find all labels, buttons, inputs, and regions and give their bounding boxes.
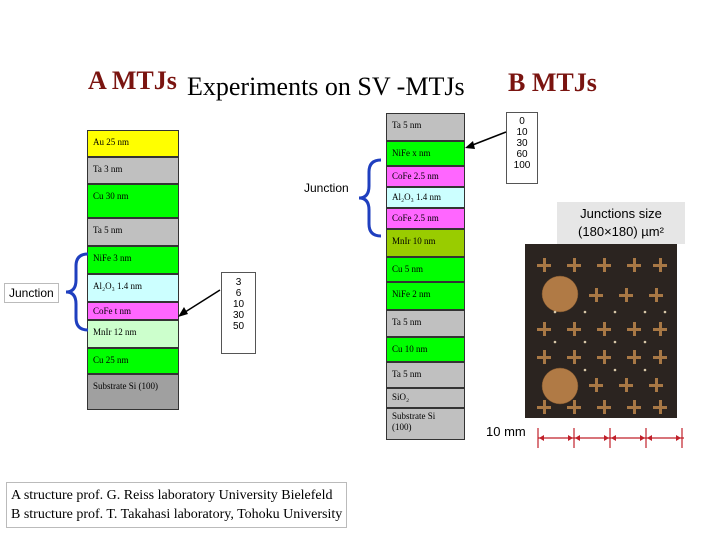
- arrow-b: [465, 131, 507, 149]
- junction-label-a: Junction: [4, 283, 59, 303]
- layer-a-ta2: Ta 5 nm: [87, 218, 179, 246]
- layer-a-cu2: Cu 25 nm: [87, 348, 179, 374]
- a-mtjs-label: A MTJs: [88, 66, 177, 95]
- thickness-value: 30: [232, 310, 245, 321]
- layer-b-cofe2: CoFe 2.5 nm: [386, 208, 465, 229]
- caption-box: A structure prof. G. Reiss laboratory Un…: [6, 482, 348, 528]
- caption-line-b: B structure prof. T. Takahasi laboratory…: [11, 507, 343, 522]
- layer-a-cu1: Cu 30 nm: [87, 184, 179, 218]
- page-title: Experiments on SV -MTJs: [187, 72, 465, 101]
- thickness-value: 100: [513, 160, 531, 171]
- layer-b-nife2: NiFe 2 nm: [386, 282, 465, 310]
- layer-b-nife: NiFe x nm: [386, 141, 465, 166]
- scale-label: 10 mm: [486, 424, 526, 439]
- layer-a-substrate: Substrate Si (100): [87, 374, 179, 410]
- layer-b-mnir: MnIr 10 nm: [386, 229, 465, 257]
- junction-size-line2: (180×180) µm²: [578, 224, 664, 239]
- junction-brace-b: [358, 158, 382, 238]
- scale-bar-arrows: [537, 428, 684, 448]
- thickness-value: 3: [235, 277, 242, 288]
- layer-b-cu2: Cu 10 nm: [386, 337, 465, 362]
- layer-b-ta3: Ta 5 nm: [386, 362, 465, 388]
- layer-a-mnir: MnIr 12 nm: [87, 320, 179, 348]
- b-mtjs-label: B MTJs: [508, 68, 597, 97]
- thickness-value: 30: [516, 138, 528, 149]
- arrow-a: [178, 289, 221, 317]
- thickness-value: 0: [519, 116, 525, 127]
- layer-b-ta1: Ta 5 nm: [386, 113, 465, 141]
- thickness-value: 50: [232, 321, 245, 332]
- layer-b-al2o3: Al₂O₃ 1.4 nm: [386, 187, 465, 208]
- thickness-value: 10: [232, 299, 245, 310]
- layer-b-sio2: SiO₂: [386, 388, 465, 408]
- layer-a-au: Au 25 nm: [87, 130, 179, 157]
- thickness-value: 6: [235, 288, 242, 299]
- caption-line-a: A structure prof. G. Reiss laboratory Un…: [11, 488, 333, 503]
- junction-label-b: Junction: [300, 179, 353, 197]
- layer-a-al2o3: Al₂O₃ 1.4 nm: [87, 274, 179, 302]
- junction-size-label: Junctions size (180×180) µm²: [557, 202, 685, 244]
- layer-a-cofe: CoFe t nm: [87, 302, 179, 320]
- sample-photo: [525, 244, 677, 418]
- junction-brace-a: [65, 252, 89, 332]
- thickness-value: 10: [516, 127, 528, 138]
- layer-b-ta2: Ta 5 nm: [386, 310, 465, 337]
- layer-a-ta1: Ta 3 nm: [87, 157, 179, 184]
- nife-thickness-values-b: 0 10 30 60 100: [506, 112, 538, 184]
- layer-a-nife: NiFe 3 nm: [87, 246, 179, 274]
- cofe-thickness-values-a: 3 6 10 30 50: [221, 272, 256, 354]
- layer-b-substrate: Substrate Si (100): [386, 408, 465, 440]
- thickness-value: 60: [516, 149, 528, 160]
- layer-b-cu1: Cu 5 nm: [386, 257, 465, 282]
- junction-size-line1: Junctions size: [580, 206, 662, 221]
- layer-b-cofe1: CoFe 2.5 nm: [386, 166, 465, 187]
